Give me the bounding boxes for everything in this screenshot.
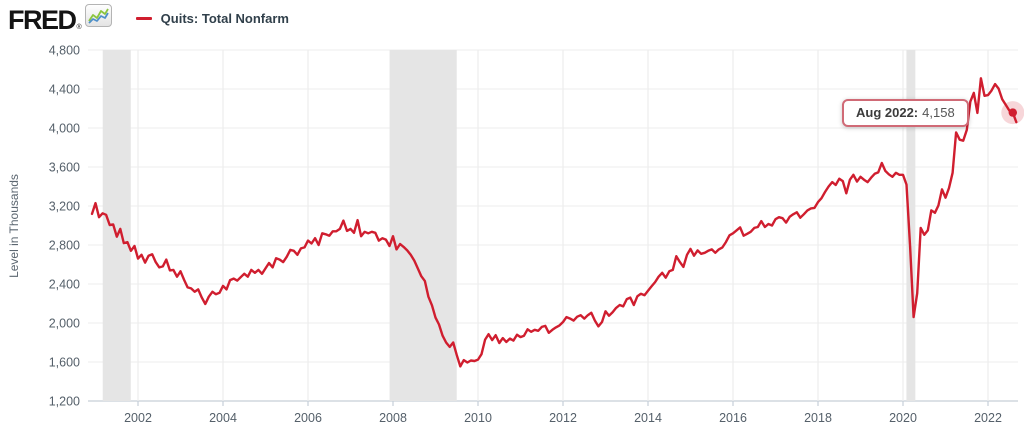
y-tick-label: 4,000 — [49, 122, 80, 136]
y-tick-label: 1,200 — [49, 395, 80, 409]
recession-band — [389, 50, 457, 401]
y-tick-label: 3,200 — [49, 200, 80, 214]
legend: Quits: Total Nonfarm — [135, 10, 289, 26]
tooltip-value: 4,158 — [922, 105, 955, 120]
header: FRED ® Quits: Total Nonfarm — [0, 0, 289, 36]
x-tick-label: 2016 — [719, 411, 747, 425]
x-tick-label: 2020 — [889, 411, 917, 425]
tooltip: Aug 2022: 4,158 — [842, 99, 969, 127]
y-tick-label: 1,600 — [49, 356, 80, 370]
tooltip-date-label: Aug 2022: — [856, 105, 919, 120]
fred-logo-chart-icon — [84, 3, 112, 32]
fred-logo-text: FRED — [8, 4, 77, 35]
y-tick-label: 4,400 — [49, 83, 80, 97]
quits-series-line — [90, 77, 1018, 368]
hover-point-marker — [1008, 108, 1017, 117]
legend-line-swatch — [135, 16, 152, 20]
y-tick-label: 2,000 — [49, 317, 80, 331]
x-tick-label: 2006 — [294, 411, 322, 425]
recession-band — [102, 50, 131, 401]
x-tick-label: 2008 — [379, 411, 407, 425]
x-tick-label: 2010 — [464, 411, 492, 425]
registered-mark: ® — [76, 23, 82, 31]
y-tick-label: 4,800 — [49, 44, 80, 58]
y-tick-label: 2,800 — [49, 239, 80, 253]
x-tick-label: 2012 — [549, 411, 577, 425]
x-tick-label: 2002 — [124, 411, 152, 425]
y-axis-title: Level in Thousands — [7, 174, 21, 278]
fred-logo[interactable]: FRED ® — [8, 3, 112, 35]
x-tick-label: 2018 — [804, 411, 832, 425]
recession-band — [906, 50, 916, 401]
x-tick-label: 2022 — [974, 411, 1002, 425]
x-tick-label: 2004 — [209, 411, 237, 425]
x-tick-label: 2014 — [634, 411, 662, 425]
y-tick-label: 2,400 — [49, 278, 80, 292]
y-tick-label: 3,600 — [49, 161, 80, 175]
legend-series-label: Quits: Total Nonfarm — [160, 10, 289, 26]
